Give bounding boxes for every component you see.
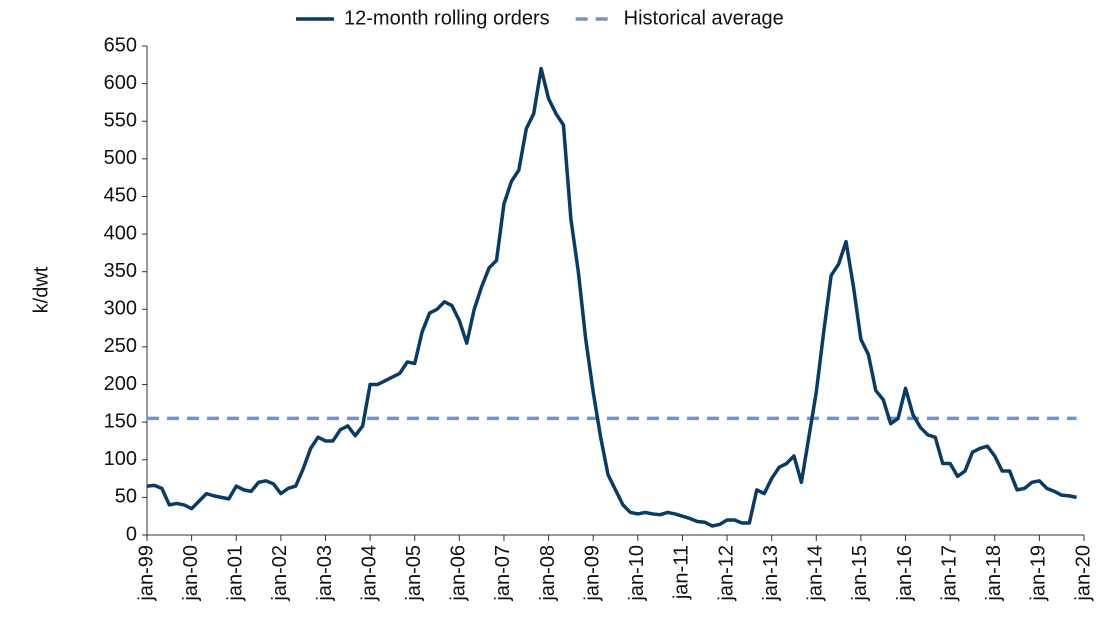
- x-tick-label: jan-18: [983, 545, 1005, 602]
- y-tick-label: 100: [104, 448, 137, 470]
- x-tick-label: jan-16: [894, 545, 916, 602]
- y-tick-label: 50: [115, 486, 137, 508]
- x-tick-label: jan-06: [448, 545, 470, 602]
- y-tick-label: 550: [104, 110, 137, 132]
- x-tick-label: jan-02: [269, 545, 291, 602]
- x-tick-label: jan-17: [938, 545, 960, 602]
- x-tick-label: jan-10: [626, 545, 648, 602]
- y-tick-label: 650: [104, 34, 137, 56]
- y-tick-label: 600: [104, 72, 137, 94]
- x-tick-label: jan-20: [1072, 545, 1094, 602]
- y-tick-label: 0: [126, 523, 137, 545]
- x-tick-label: jan-99: [135, 545, 157, 602]
- y-tick-label: 150: [104, 410, 137, 432]
- x-tick-label: jan-00: [180, 545, 202, 602]
- x-tick-label: jan-05: [403, 545, 425, 602]
- y-axis-label: k/dwt: [30, 266, 52, 313]
- x-tick-label: jan-12: [715, 545, 737, 602]
- y-tick-label: 300: [104, 298, 137, 320]
- y-tick-label: 400: [104, 222, 137, 244]
- x-tick-label: jan-08: [537, 545, 559, 602]
- legend-label: Historical average: [624, 7, 784, 29]
- x-tick-label: jan-04: [358, 545, 380, 602]
- series-line: [146, 66, 1077, 528]
- x-tick-label: jan-09: [581, 545, 603, 602]
- x-tick-label: jan-11: [671, 545, 693, 600]
- y-tick-label: 450: [104, 185, 137, 207]
- legend-label: 12-month rolling orders: [344, 7, 550, 29]
- y-tick-label: 200: [104, 373, 137, 395]
- y-tick-label: 350: [104, 260, 137, 282]
- x-tick-label: jan-13: [760, 545, 782, 602]
- x-tick-label: jan-01: [225, 545, 247, 602]
- x-tick-label: jan-14: [805, 545, 827, 602]
- x-tick-label: jan-07: [492, 545, 514, 602]
- y-tick-label: 250: [104, 335, 137, 357]
- x-tick-label: jan-19: [1028, 545, 1050, 602]
- x-tick-label: jan-03: [314, 545, 336, 602]
- y-tick-label: 500: [104, 147, 137, 169]
- x-tick-label: jan-15: [849, 545, 871, 602]
